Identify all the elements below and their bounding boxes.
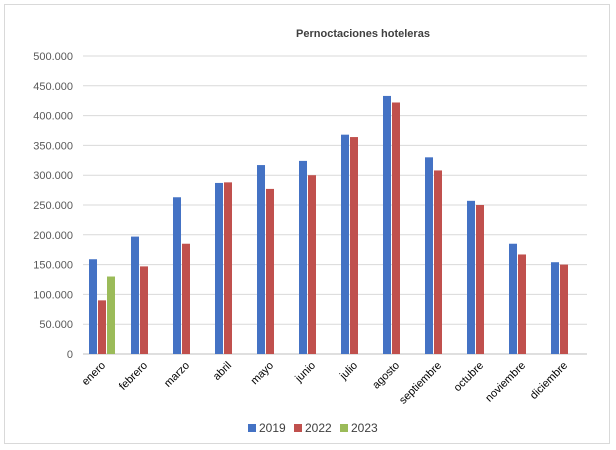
bar-2022-junio [308, 175, 316, 354]
bars [89, 95, 568, 354]
bar-2019-abril [215, 182, 223, 354]
bar-2022-marzo [182, 243, 190, 354]
y-tick-label: 100.000 [33, 289, 73, 301]
x-category-label: abril [211, 360, 234, 383]
legend-swatch [294, 424, 302, 432]
bar-2023-enero [107, 276, 115, 354]
x-category-label: septiembre [397, 360, 444, 407]
legend-label: 2023 [351, 421, 378, 435]
bar-2022-abril [224, 182, 232, 354]
legend-label: 2022 [305, 421, 332, 435]
bar-2022-septiembre [434, 170, 442, 354]
chart-area: Pernoctaciones hoteleras 0 50.000 100.000 1… [4, 4, 610, 444]
x-category-label: enero [80, 360, 108, 388]
y-tick-label: 450.000 [33, 81, 73, 93]
chart-title: Pernoctaciones hoteleras [296, 28, 430, 40]
legend-label: 2019 [259, 421, 286, 435]
legend: 2019 2022 2023 [248, 421, 378, 435]
bar-2019-mayo [257, 165, 265, 354]
bar-2019-noviembre [509, 243, 517, 354]
x-category-label: julio [337, 360, 360, 383]
legend-swatch [248, 424, 256, 432]
bar-2019-enero [89, 259, 97, 354]
bar-2022-noviembre [518, 254, 526, 354]
bar-2019-marzo [173, 197, 181, 354]
bar-2019-octubre [467, 200, 475, 354]
bar-2019-agosto [383, 95, 391, 354]
y-tick-label: 250.000 [33, 200, 73, 212]
bar-2019-julio [341, 134, 349, 354]
y-tick-label: 150.000 [33, 260, 73, 272]
bar-2022-enero [98, 300, 106, 354]
bar-2019-diciembre [551, 262, 559, 354]
bar-2019-junio [299, 160, 307, 354]
bar-2022-agosto [392, 102, 400, 354]
y-tick-label: 350.000 [33, 140, 73, 152]
y-tick-label: 200.000 [33, 230, 73, 242]
x-category-label: marzo [162, 360, 192, 390]
bar-2022-octubre [476, 205, 484, 354]
legend-swatch [340, 424, 348, 432]
y-tick-label: 400.000 [33, 111, 73, 123]
x-axis-category-labels: enero febrero marzo abril mayo junio julio agos… [80, 360, 570, 407]
x-category-label: junio [292, 360, 318, 386]
bar-2022-diciembre [560, 264, 568, 354]
bar-2019-febrero [131, 236, 139, 354]
bar-2022-mayo [266, 188, 274, 354]
x-category-label: agosto [370, 360, 402, 392]
y-tick-label: 300.000 [33, 170, 73, 182]
y-axis-tick-labels: 0 50.000 100.000 150.000 200.000 250.000 300.0… [33, 51, 73, 361]
x-category-label: octubre [452, 360, 486, 394]
x-category-label: diciembre [528, 360, 570, 402]
x-category-label: mayo [249, 360, 277, 388]
x-category-label: noviembre [483, 360, 528, 405]
x-category-label: febrero [117, 360, 150, 393]
y-tick-label: 500.000 [33, 51, 73, 63]
bar-2022-febrero [140, 266, 148, 354]
gridlines [83, 55, 587, 355]
y-tick-label: 50.000 [39, 319, 73, 331]
chart-canvas: Pernoctaciones hoteleras 0 50.000 100.000 1… [33, 28, 587, 435]
bar-2019-septiembre [425, 157, 433, 354]
y-tick-label: 0 [67, 349, 73, 361]
bar-2022-julio [350, 137, 358, 354]
